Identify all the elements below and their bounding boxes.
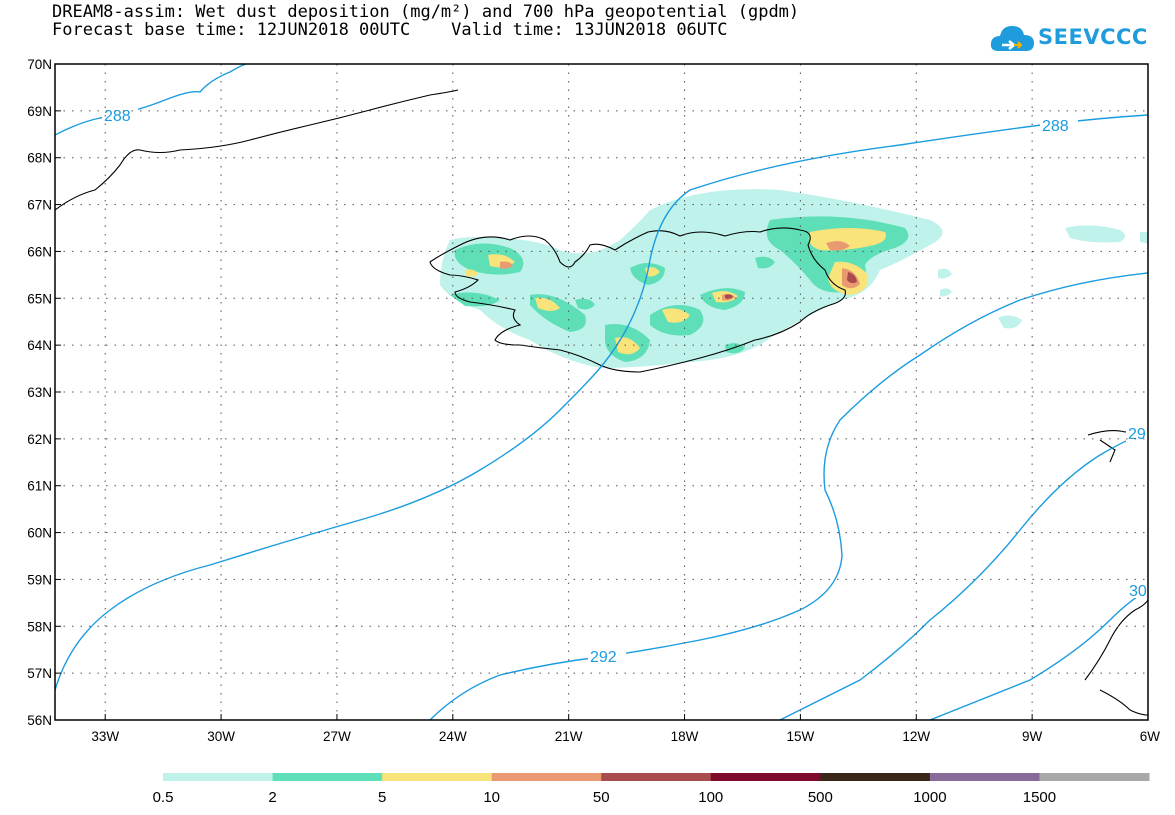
lat-tick-label: 63N: [27, 385, 52, 400]
lat-tick-label: 57N: [27, 666, 52, 681]
colorbar-label: 1500: [1023, 789, 1056, 806]
colorbar-label: 5: [378, 789, 386, 806]
lon-tick-label: 9W: [1022, 729, 1043, 744]
lat-tick-label: 58N: [27, 619, 52, 634]
lat-tick-label: 68N: [27, 151, 52, 166]
lon-tick-label: 24W: [439, 729, 467, 744]
lat-tick-label: 69N: [27, 104, 52, 119]
lon-tick-label: 6W: [1140, 729, 1161, 744]
colorbar-segment: [382, 773, 493, 781]
colorbar-label: 50: [593, 789, 610, 806]
contour-label-292: 292: [590, 649, 617, 666]
map-title-line2: Forecast base time: 12JUN2018 00UTC Vali…: [52, 20, 728, 40]
colorbar-label: 10: [483, 789, 500, 806]
colorbar-segment: [272, 773, 383, 781]
graticule: [55, 64, 1148, 720]
lon-tick-label: 33W: [91, 729, 119, 744]
contour-label-288-east: 288: [1042, 118, 1069, 135]
seevccc-logo: SEEVCCC: [990, 21, 1147, 57]
colorbar-segment: [491, 773, 602, 781]
contour-label-30x: 30: [1129, 583, 1147, 600]
lat-tick-label: 70N: [27, 57, 52, 72]
colorbar-segment: [820, 773, 931, 781]
colorbar-segment: [1039, 773, 1150, 781]
colorbar-label: 0.5: [153, 789, 174, 806]
colorbar-segment: [710, 773, 821, 781]
colorbar-segment: [163, 773, 274, 781]
longitude-tick-labels: 33W 30W 27W 24W 21W 18W 15W 12W 9W 6W: [91, 714, 1160, 744]
colorbar-segment: [929, 773, 1040, 781]
lat-tick-label: 67N: [27, 198, 52, 213]
plot-area: 288 288 292 29 30: [55, 64, 1148, 720]
map-title-line1: DREAM8-assim: Wet dust deposition (mg/m²…: [52, 2, 800, 22]
contour-label-288-west: 288: [104, 108, 131, 125]
logo-text: SEEVCCC: [1038, 25, 1148, 49]
lat-tick-label: 66N: [27, 244, 52, 259]
lon-tick-label: 15W: [787, 729, 815, 744]
colorbar: 0.5 2 5 10 50 100 500 1000 1500: [153, 773, 1150, 806]
cloud-logo-icon: [990, 26, 1034, 51]
latitude-tick-labels: 70N 69N 68N 67N 66N 65N 64N 63N 62N 61N 60N 59N 58N 5…: [27, 57, 61, 728]
lat-tick-label: 65N: [27, 291, 52, 306]
colorbar-label: 100: [698, 789, 723, 806]
lon-tick-label: 12W: [902, 729, 930, 744]
contour-label-29x: 29: [1128, 426, 1146, 443]
coastlines: [55, 89, 1148, 716]
colorbar-label: 2: [268, 789, 276, 806]
lat-tick-label: 64N: [27, 338, 52, 353]
dust-deposition-shading: [440, 189, 1148, 368]
lon-tick-label: 18W: [671, 729, 699, 744]
contour-labels: 288 288 292 29 30: [102, 106, 1148, 666]
lat-tick-label: 60N: [27, 526, 52, 541]
lat-tick-label: 62N: [27, 432, 52, 447]
lat-tick-label: 59N: [27, 572, 52, 587]
colorbar-label: 500: [808, 789, 833, 806]
lon-tick-label: 27W: [323, 729, 351, 744]
lat-tick-label: 56N: [27, 713, 52, 728]
lon-tick-label: 21W: [555, 729, 583, 744]
colorbar-segment: [601, 773, 712, 781]
lat-tick-label: 61N: [27, 479, 52, 494]
lon-tick-label: 30W: [207, 729, 235, 744]
colorbar-label: 1000: [913, 789, 946, 806]
